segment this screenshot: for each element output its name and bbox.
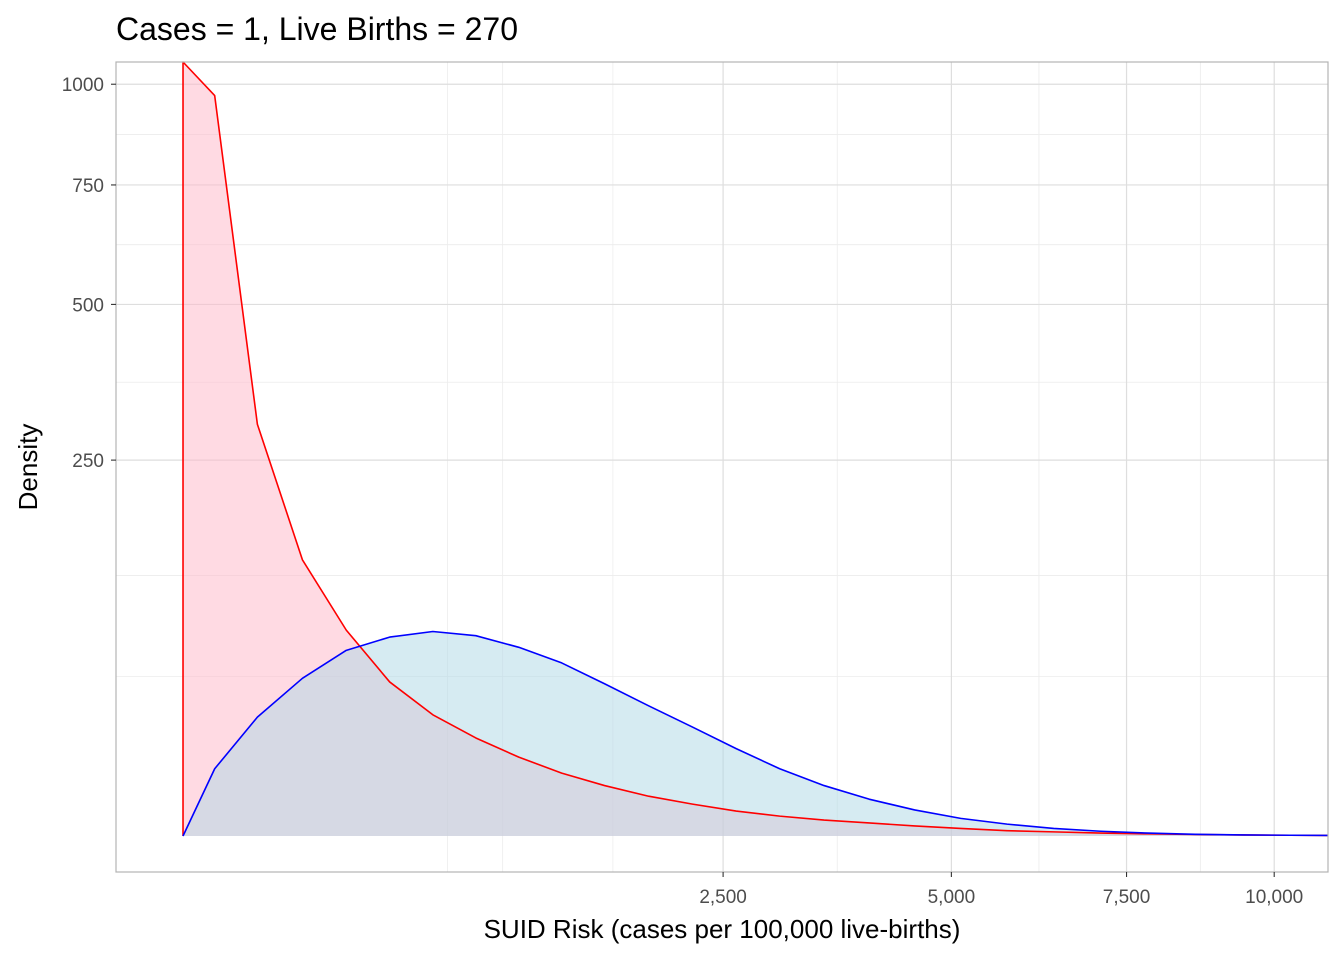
chart-title: Cases = 1, Live Births = 270 xyxy=(116,11,518,47)
y-tick-label: 1000 xyxy=(62,75,104,96)
major-gridlines xyxy=(116,62,1328,872)
y-tick-label: 250 xyxy=(72,451,104,472)
x-tick-label: 5,000 xyxy=(928,887,976,908)
series-1-line xyxy=(182,61,1329,837)
x-axis-ticks: 2,500 5,000 7,500 10,000 xyxy=(699,872,1303,908)
x-tick-label: 7,500 xyxy=(1103,887,1151,908)
y-axis-title: Density xyxy=(13,424,43,511)
x-tick-label: 2,500 xyxy=(699,887,747,908)
plot-panel-border xyxy=(115,61,1329,873)
x-tick-label: 10,000 xyxy=(1245,887,1303,908)
y-tick-label: 500 xyxy=(72,295,104,316)
y-tick-label: 750 xyxy=(72,176,104,197)
series-layer xyxy=(182,61,1329,837)
series-2-line xyxy=(182,630,1329,837)
y-axis-ticks: 250 500 750 1000 xyxy=(62,75,116,472)
series-2-area xyxy=(183,631,1328,836)
x-axis-title: SUID Risk (cases per 100,000 live-births… xyxy=(484,914,961,944)
